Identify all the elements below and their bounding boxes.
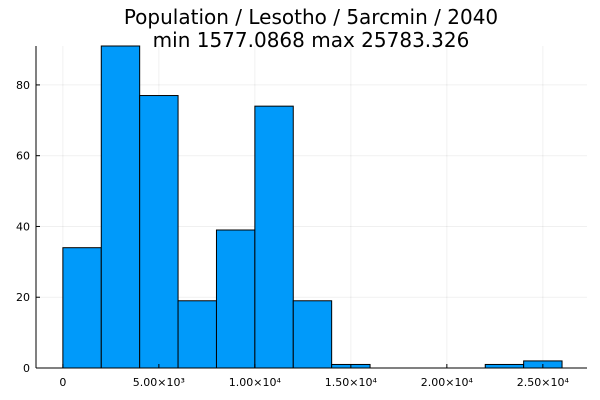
- histogram-bar-3: [177, 300, 217, 369]
- y-tick-label-1: 20: [16, 291, 30, 304]
- x-tick-label-0: 0: [59, 376, 66, 389]
- chart-title: Population / Lesotho / 5arcmin / 2040: [124, 5, 498, 29]
- y-tick-label-0: 0: [23, 362, 30, 375]
- chart-subtitle: min 1577.0868 max 25783.326: [153, 28, 470, 52]
- x-tick-label-3: 1.50×10⁴: [325, 376, 378, 389]
- bars: [62, 45, 563, 369]
- x-tick-label-1: 5.00×10³: [133, 376, 185, 389]
- y-axis-ticks: 0 20 40 60 80: [16, 79, 40, 375]
- y-tick-label-2: 40: [16, 220, 30, 233]
- histogram-bar-6: [292, 300, 333, 369]
- histogram-bar-5: [254, 105, 294, 369]
- x-tick-label-2: 1.00×10⁴: [229, 376, 282, 389]
- histogram-bar-11: [484, 363, 525, 369]
- axes: [35, 46, 587, 369]
- histogram-bar-0: [62, 247, 102, 369]
- histogram-bar-1: [100, 45, 141, 369]
- y-tick-label-4: 80: [16, 79, 30, 92]
- x-tick-label-4: 2.00×10⁴: [421, 376, 474, 389]
- x-axis-ticks: 0 5.00×10³ 1.00×10⁴ 1.50×10⁴ 2.00×10⁴ 2.50×10…: [59, 364, 569, 389]
- histogram-bar-2: [139, 95, 179, 369]
- histogram-bar-4: [215, 229, 256, 369]
- y-tick-label-3: 60: [16, 150, 30, 163]
- x-tick-label-5: 2.50×10⁴: [517, 376, 570, 389]
